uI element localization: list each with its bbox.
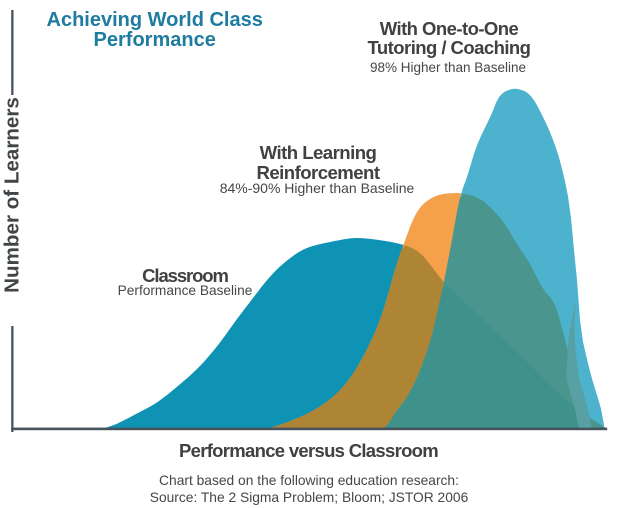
svg-text:Number of Learners: Number of Learners [1, 97, 24, 293]
